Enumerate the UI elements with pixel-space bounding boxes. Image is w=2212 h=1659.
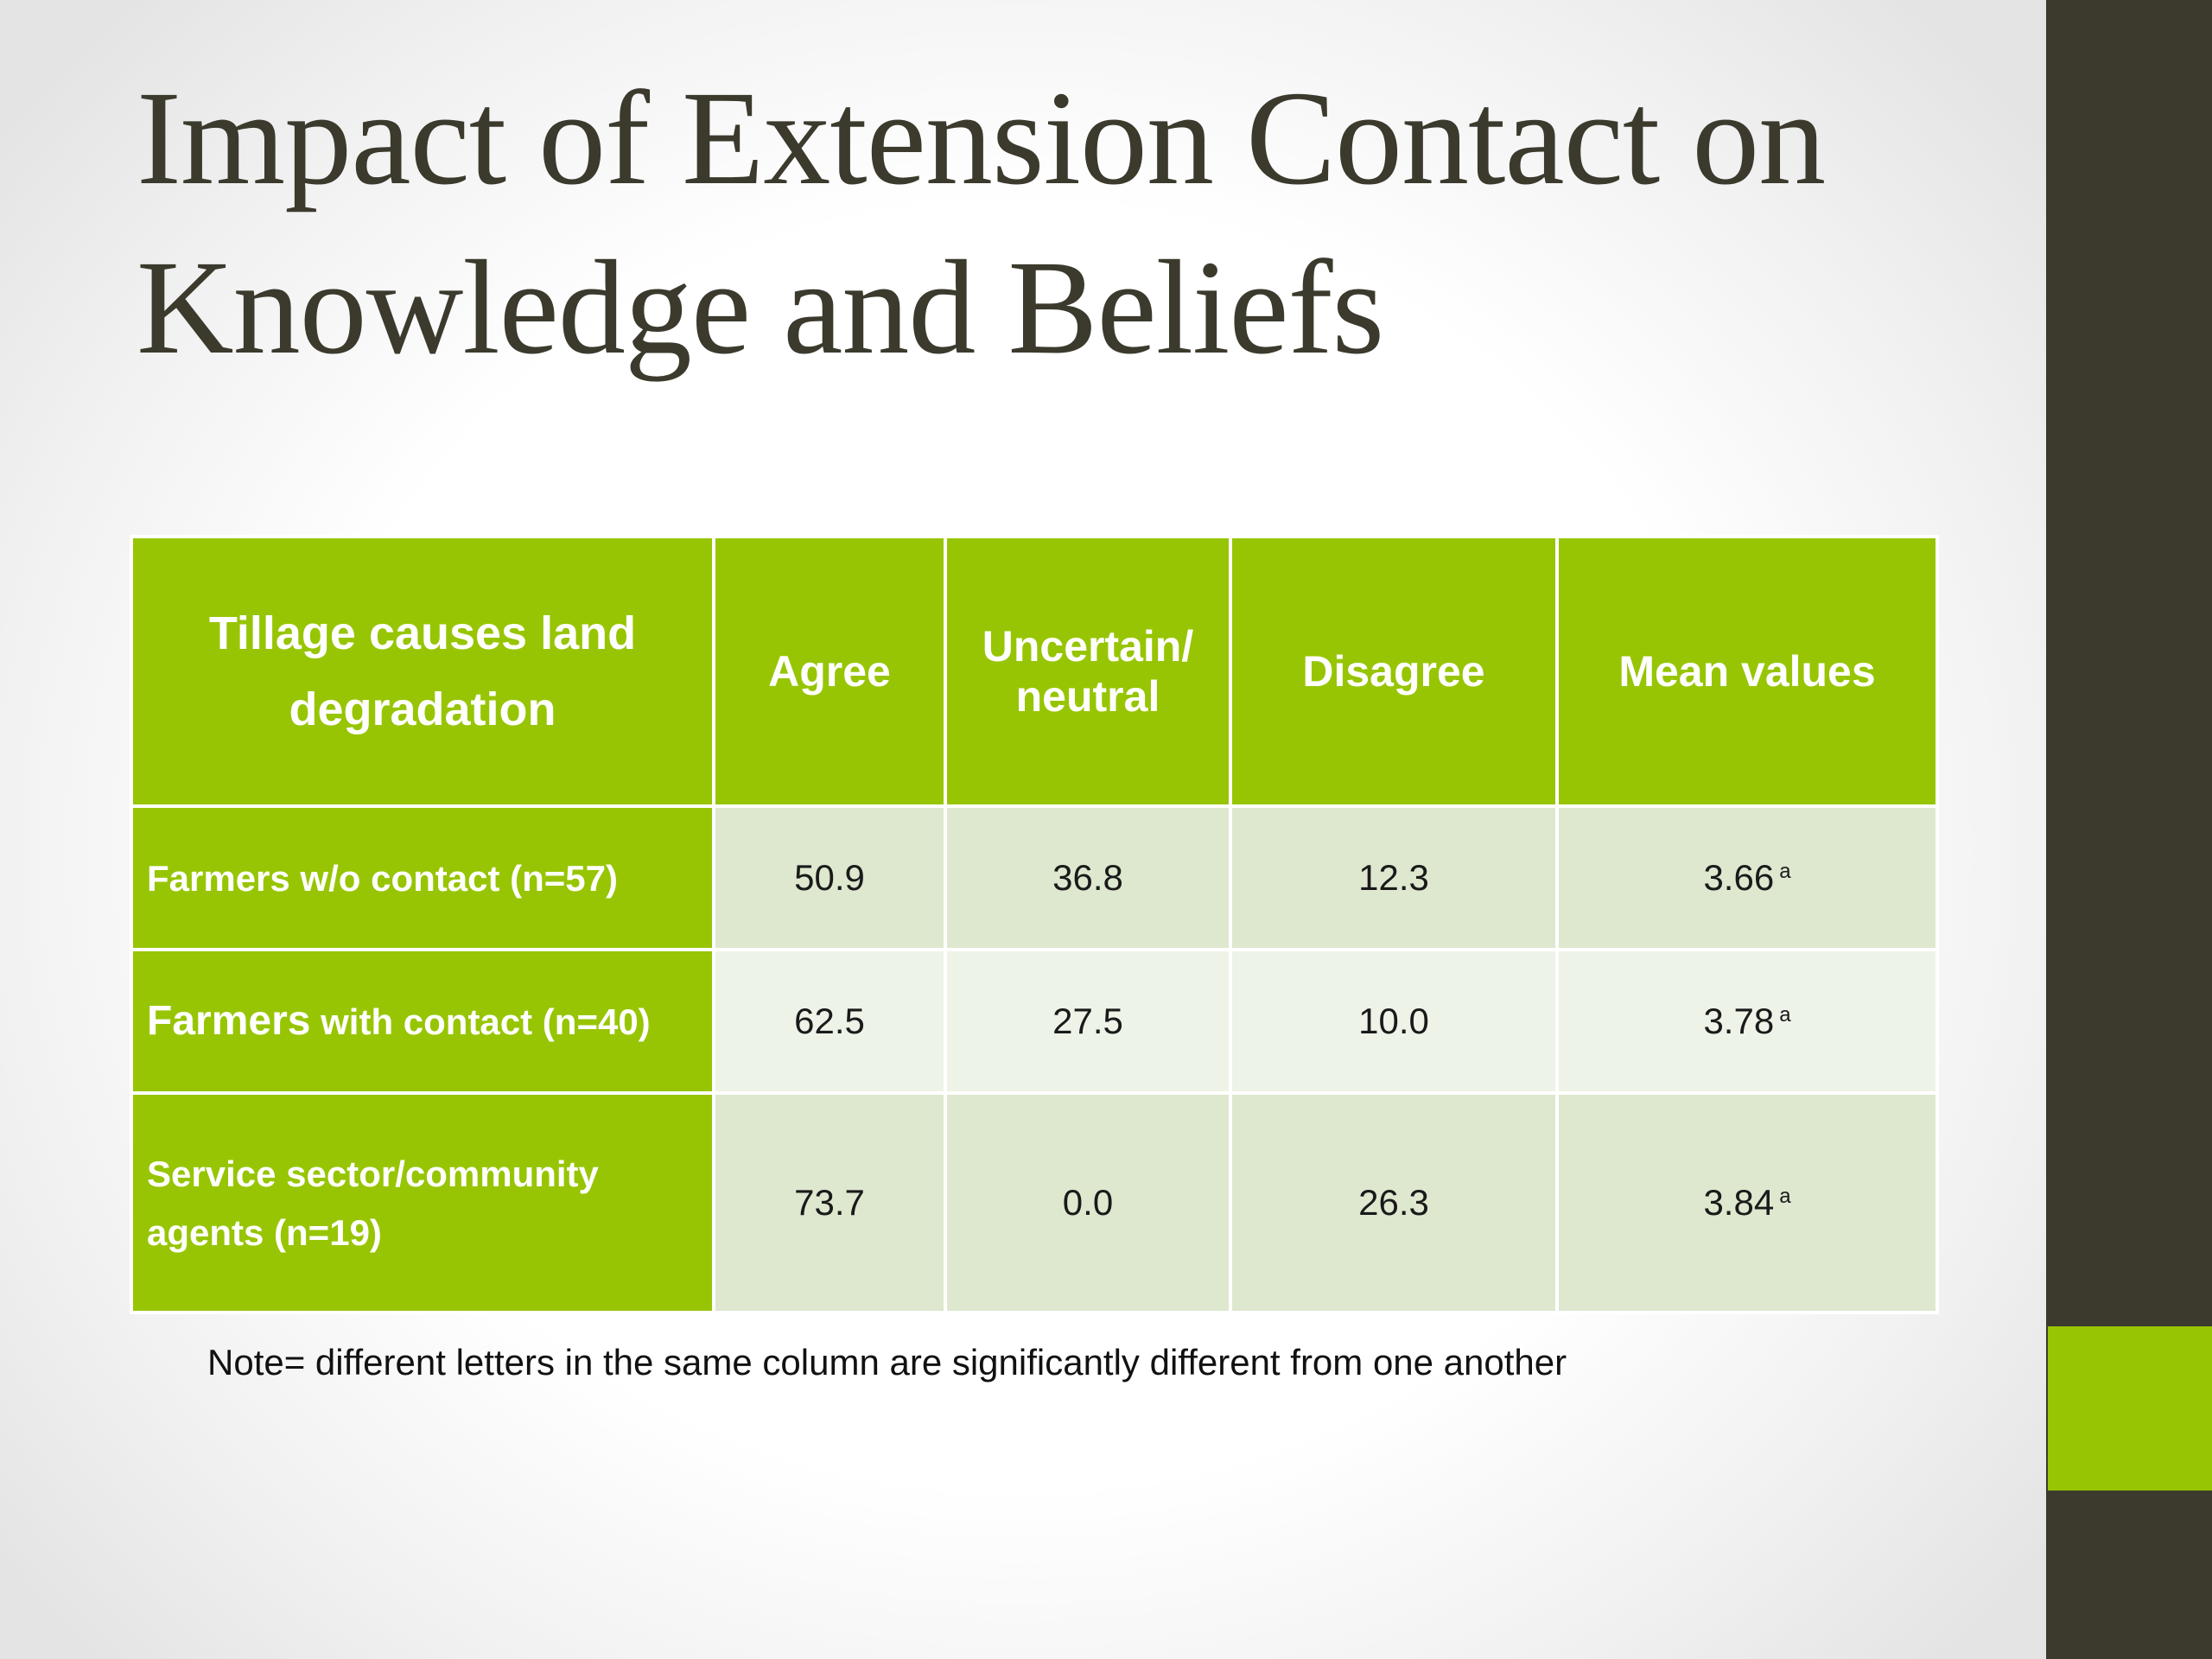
cell-agree: 73.7	[712, 1091, 947, 1314]
mean-value: 3.84	[1703, 1182, 1775, 1223]
row-label: Service sector/community agents (n=19)	[130, 1091, 715, 1314]
table-row: Farmers w/o contact (n=57) 50.9 36.8 12.…	[130, 804, 1939, 951]
row-label-text: with contact (n=40)	[310, 1001, 651, 1042]
row-label-lead: Farmers	[147, 997, 311, 1044]
cell-disagree: 12.3	[1229, 804, 1559, 951]
table-row: Service sector/community agents (n=19) 7…	[130, 1091, 1939, 1314]
cell-agree: 62.5	[712, 948, 947, 1095]
slide-title-line-2: Knowledge and Beliefs	[137, 232, 1384, 382]
cell-mean: 3.84 a	[1555, 1091, 1939, 1314]
table-footnote: Note= different letters in the same colu…	[207, 1342, 1567, 1382]
header-statement: Tillage causes land degradation	[130, 535, 715, 808]
row-label-text: Service sector/community agents (n=19)	[147, 1153, 599, 1253]
cell-mean: 3.78 a	[1555, 948, 1939, 1095]
row-label: Farmers w/o contact (n=57)	[130, 804, 715, 951]
header-mean: Mean values	[1555, 535, 1939, 808]
header-neutral: Uncertain/ neutral	[944, 535, 1232, 808]
mean-value: 3.66	[1703, 857, 1775, 898]
table-row: Farmers with contact (n=40) 62.5 27.5 10…	[130, 948, 1939, 1095]
cell-disagree: 26.3	[1229, 1091, 1559, 1314]
cell-disagree: 10.0	[1229, 948, 1559, 1095]
cell-neutral: 36.8	[944, 804, 1232, 951]
significance-letter: a	[1779, 860, 1791, 883]
significance-letter: a	[1779, 1003, 1791, 1027]
results-table: Tillage causes land degradation Agree Un…	[130, 535, 1939, 1314]
table-header-row: Tillage causes land degradation Agree Un…	[130, 535, 1939, 808]
header-agree: Agree	[712, 535, 947, 808]
mean-value: 3.78	[1703, 1001, 1775, 1041]
slide-title: Impact of Extension Contact on Knowledge…	[137, 54, 1994, 392]
slide-title-line-1: Impact of Extension Contact on	[137, 63, 1826, 213]
cell-neutral: 27.5	[944, 948, 1232, 1095]
side-accent-block	[2048, 1326, 2212, 1491]
significance-letter: a	[1779, 1185, 1791, 1208]
cell-neutral: 0.0	[944, 1091, 1232, 1314]
header-disagree: Disagree	[1229, 535, 1559, 808]
cell-mean: 3.66 a	[1555, 804, 1939, 951]
row-label-text: Farmers w/o contact (n=57)	[147, 857, 618, 899]
row-label: Farmers with contact (n=40)	[130, 948, 715, 1095]
cell-agree: 50.9	[712, 804, 947, 951]
